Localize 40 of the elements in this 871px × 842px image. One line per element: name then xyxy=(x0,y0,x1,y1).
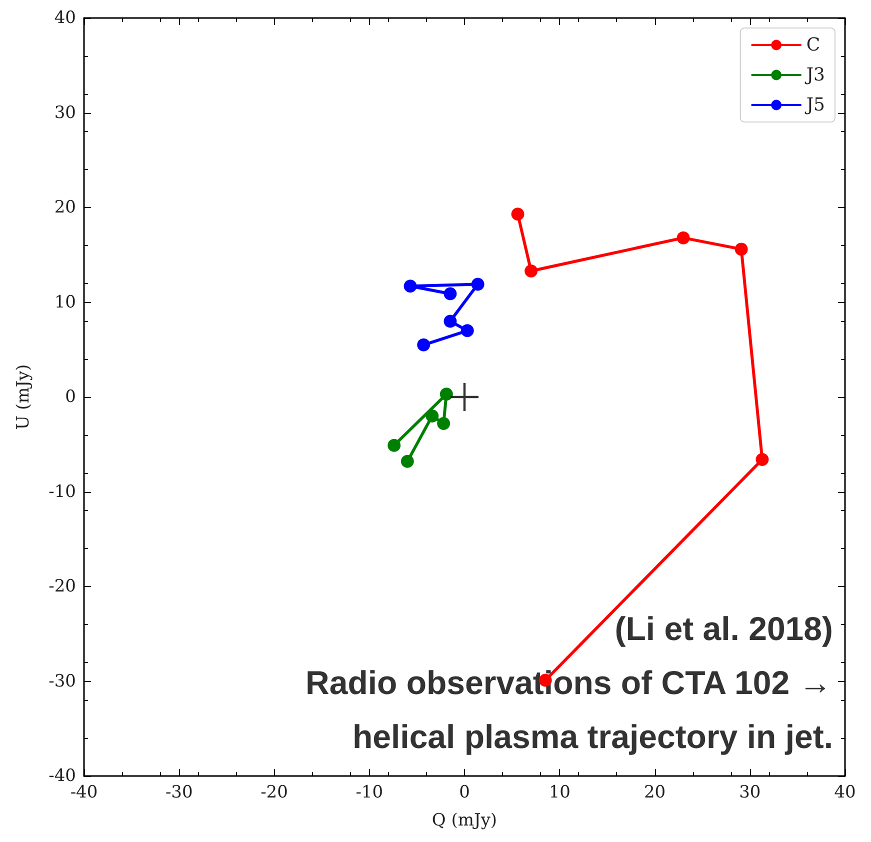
x-tick-label: 30 xyxy=(739,782,761,802)
x-tick-label: 0 xyxy=(459,782,470,802)
point xyxy=(734,242,748,256)
y-tick-label: 0 xyxy=(65,387,76,407)
annotation: (Li et al. 2018) xyxy=(614,610,834,647)
point xyxy=(404,280,417,293)
y-tick-label: 10 xyxy=(54,292,76,312)
y-tick-label: 40 xyxy=(54,8,76,28)
legend-label: J5 xyxy=(804,94,826,116)
y-tick-label: 20 xyxy=(54,198,76,218)
annotation: Radio observations of CTA 102 → helical plasma trajectory in jet. xyxy=(306,664,833,755)
point xyxy=(444,314,457,328)
point xyxy=(460,324,474,338)
y-tick-label: -20 xyxy=(48,576,76,596)
point xyxy=(437,417,450,430)
x-axis-title: Q (mJy) xyxy=(432,810,498,830)
point xyxy=(388,438,401,452)
point xyxy=(400,454,414,468)
point xyxy=(524,264,538,278)
point xyxy=(444,287,457,300)
y-tick-label: 30 xyxy=(54,102,76,123)
x-tick-label: 20 xyxy=(644,782,666,802)
y-tick-label: -30 xyxy=(48,671,76,692)
legend-label: J3 xyxy=(804,64,826,86)
y-axis-title: U (mJy) xyxy=(14,364,34,430)
point xyxy=(450,383,478,411)
point xyxy=(440,388,453,401)
x-tick-label: 10 xyxy=(548,782,570,802)
point xyxy=(426,409,439,422)
x-tick-label: -20 xyxy=(260,782,288,802)
point xyxy=(511,208,524,221)
point xyxy=(471,278,484,291)
x-tick-label: -10 xyxy=(356,782,384,802)
y-tick-label: -10 xyxy=(48,482,76,502)
point xyxy=(676,231,690,244)
x-tick-label: -30 xyxy=(165,782,193,802)
legend-label: C xyxy=(806,34,820,56)
point xyxy=(417,338,430,352)
x-tick-label: 40 xyxy=(834,782,856,802)
point xyxy=(756,453,769,466)
